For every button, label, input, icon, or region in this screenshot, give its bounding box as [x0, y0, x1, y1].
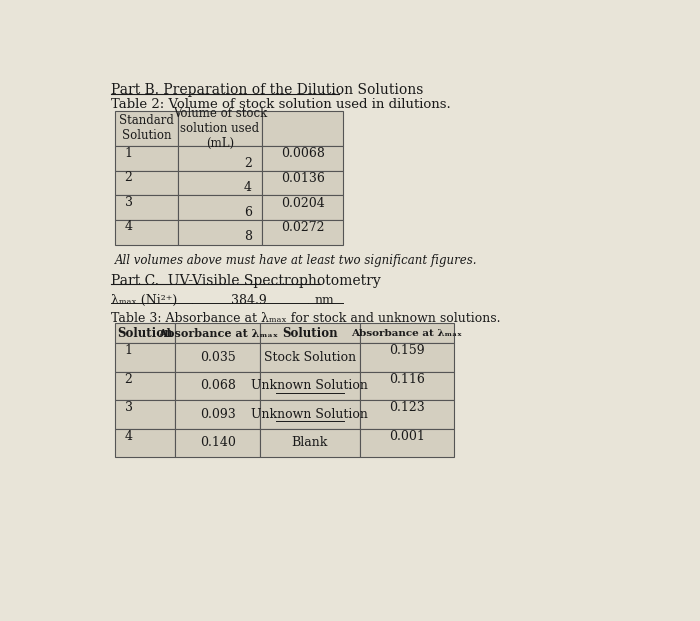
- Bar: [360, 400, 454, 428]
- Text: 0.140: 0.140: [199, 437, 236, 450]
- Bar: [175, 343, 260, 372]
- Bar: [262, 171, 343, 196]
- Text: 2: 2: [125, 171, 132, 184]
- Text: Absorbance at λₘₐₓ: Absorbance at λₘₐₓ: [351, 329, 462, 338]
- Text: 2: 2: [125, 373, 132, 386]
- Text: Volume of stock
solution used
(mL): Volume of stock solution used (mL): [173, 107, 267, 150]
- Text: 0.159: 0.159: [389, 345, 425, 358]
- Text: 0.093: 0.093: [199, 408, 236, 421]
- Text: 0.0136: 0.0136: [281, 172, 325, 185]
- Text: 0.001: 0.001: [389, 430, 425, 443]
- Text: Table 3: Absorbance at λₘₐₓ for stock and unknown solutions.: Table 3: Absorbance at λₘₐₓ for stock an…: [111, 312, 500, 325]
- Text: Stock Solution: Stock Solution: [264, 351, 356, 364]
- Text: 2: 2: [244, 156, 252, 170]
- Text: nm: nm: [314, 294, 335, 307]
- Bar: [260, 400, 360, 428]
- Text: Part B. Preparation of the Dilution Solutions: Part B. Preparation of the Dilution Solu…: [111, 83, 423, 97]
- Bar: [115, 196, 178, 220]
- Bar: [262, 196, 343, 220]
- Text: 6: 6: [244, 206, 252, 219]
- Bar: [262, 220, 343, 245]
- Text: 8: 8: [244, 230, 252, 243]
- Text: 3: 3: [125, 196, 132, 209]
- Text: λₘₐₓ (Ni²⁺): λₘₐₓ (Ni²⁺): [111, 294, 177, 307]
- Text: 0.0068: 0.0068: [281, 147, 325, 160]
- Bar: [115, 220, 178, 245]
- Bar: [360, 343, 454, 372]
- Bar: [175, 428, 260, 457]
- Bar: [178, 171, 262, 196]
- Text: 1: 1: [125, 345, 132, 358]
- Text: All volumes above must have at least two significant figures.: All volumes above must have at least two…: [115, 254, 477, 267]
- Text: 4: 4: [125, 220, 132, 233]
- Text: Standard
Solution: Standard Solution: [119, 114, 174, 142]
- Bar: [115, 323, 175, 343]
- Bar: [115, 372, 175, 400]
- Text: 0.116: 0.116: [389, 373, 425, 386]
- Text: 4: 4: [125, 430, 132, 443]
- Bar: [360, 372, 454, 400]
- Bar: [260, 343, 360, 372]
- Bar: [260, 323, 360, 343]
- Bar: [175, 372, 260, 400]
- Bar: [178, 196, 262, 220]
- Text: Solution: Solution: [282, 327, 337, 340]
- Bar: [175, 323, 260, 343]
- Bar: [178, 146, 262, 171]
- Text: 0.068: 0.068: [199, 379, 236, 392]
- Bar: [260, 372, 360, 400]
- Text: 1: 1: [125, 147, 132, 160]
- Bar: [115, 343, 175, 372]
- Text: Unknown Solution: Unknown Solution: [251, 408, 368, 421]
- Bar: [260, 428, 360, 457]
- Bar: [115, 400, 175, 428]
- Text: Part C.  UV-Visible Spectrophotometry: Part C. UV-Visible Spectrophotometry: [111, 274, 381, 288]
- Text: Unknown Solution: Unknown Solution: [251, 379, 368, 392]
- Text: 0.0272: 0.0272: [281, 221, 324, 234]
- Text: 3: 3: [125, 401, 132, 414]
- Bar: [178, 220, 262, 245]
- Bar: [115, 146, 178, 171]
- Bar: [262, 111, 343, 146]
- Text: 384.9: 384.9: [231, 294, 267, 307]
- Bar: [262, 146, 343, 171]
- Bar: [115, 111, 178, 146]
- Bar: [178, 111, 262, 146]
- Text: Blank: Blank: [292, 437, 328, 450]
- Text: Table 2: Volume of stock solution used in dilutions.: Table 2: Volume of stock solution used i…: [111, 98, 451, 111]
- Text: 0.123: 0.123: [389, 401, 425, 414]
- Text: Absorbance at λₘₐₓ: Absorbance at λₘₐₓ: [158, 328, 278, 338]
- Text: Solution: Solution: [117, 327, 173, 340]
- Text: 4: 4: [244, 181, 252, 194]
- Bar: [360, 428, 454, 457]
- Text: 0.0204: 0.0204: [281, 197, 324, 210]
- Bar: [115, 171, 178, 196]
- Bar: [360, 323, 454, 343]
- Text: 0.035: 0.035: [199, 351, 236, 364]
- Bar: [175, 400, 260, 428]
- Bar: [115, 428, 175, 457]
